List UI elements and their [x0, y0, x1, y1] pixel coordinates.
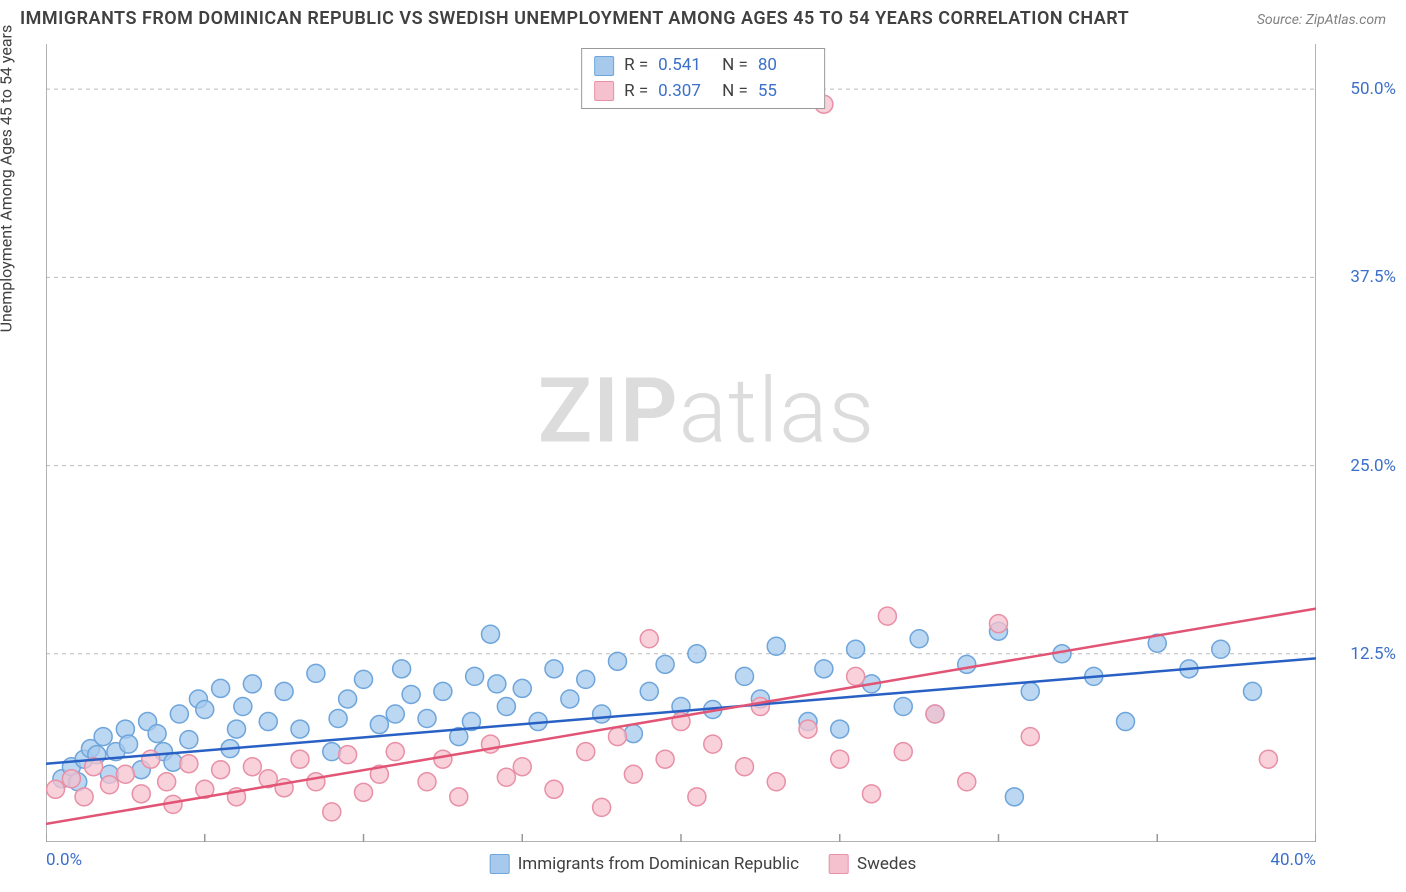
- y-tick-label: 12.5%: [1350, 644, 1396, 664]
- y-tick-label: 25.0%: [1350, 456, 1396, 476]
- legend-item-1: Swedes: [829, 854, 916, 874]
- y-axis-label: Unemployment Among Ages 45 to 54 years: [0, 25, 16, 333]
- y-tick-labels: 12.5% 25.0% 37.5% 50.0%: [1326, 44, 1396, 842]
- swatch-icon: [594, 81, 614, 101]
- swatch-icon: [829, 854, 849, 874]
- swatch-icon: [490, 854, 510, 874]
- stats-legend: R = 0.541 N = 80 R = 0.307 N = 55: [581, 48, 825, 109]
- title-bar: IMMIGRANTS FROM DOMINICAN REPUBLIC VS SW…: [0, 0, 1406, 33]
- source-label: Source: ZipAtlas.com: [1257, 12, 1386, 28]
- bottom-legend: Immigrants from Dominican Republic Swede…: [490, 854, 917, 874]
- x-tick-label: 40.0%: [1270, 850, 1316, 870]
- x-tick-label: 0.0%: [46, 850, 82, 870]
- plot-area: ZIPatlas: [46, 44, 1316, 842]
- legend-item-0: Immigrants from Dominican Republic: [490, 854, 799, 874]
- chart-title: IMMIGRANTS FROM DOMINICAN REPUBLIC VS SW…: [20, 8, 1129, 29]
- scatter-chart: [46, 44, 1316, 842]
- stats-row-series-0: R = 0.541 N = 80: [594, 53, 812, 79]
- legend-label: Immigrants from Dominican Republic: [518, 854, 799, 874]
- y-tick-label: 37.5%: [1350, 267, 1396, 287]
- swatch-icon: [594, 56, 614, 76]
- stats-row-series-1: R = 0.307 N = 55: [594, 79, 812, 105]
- y-tick-label: 50.0%: [1350, 79, 1396, 99]
- legend-label: Swedes: [857, 854, 916, 874]
